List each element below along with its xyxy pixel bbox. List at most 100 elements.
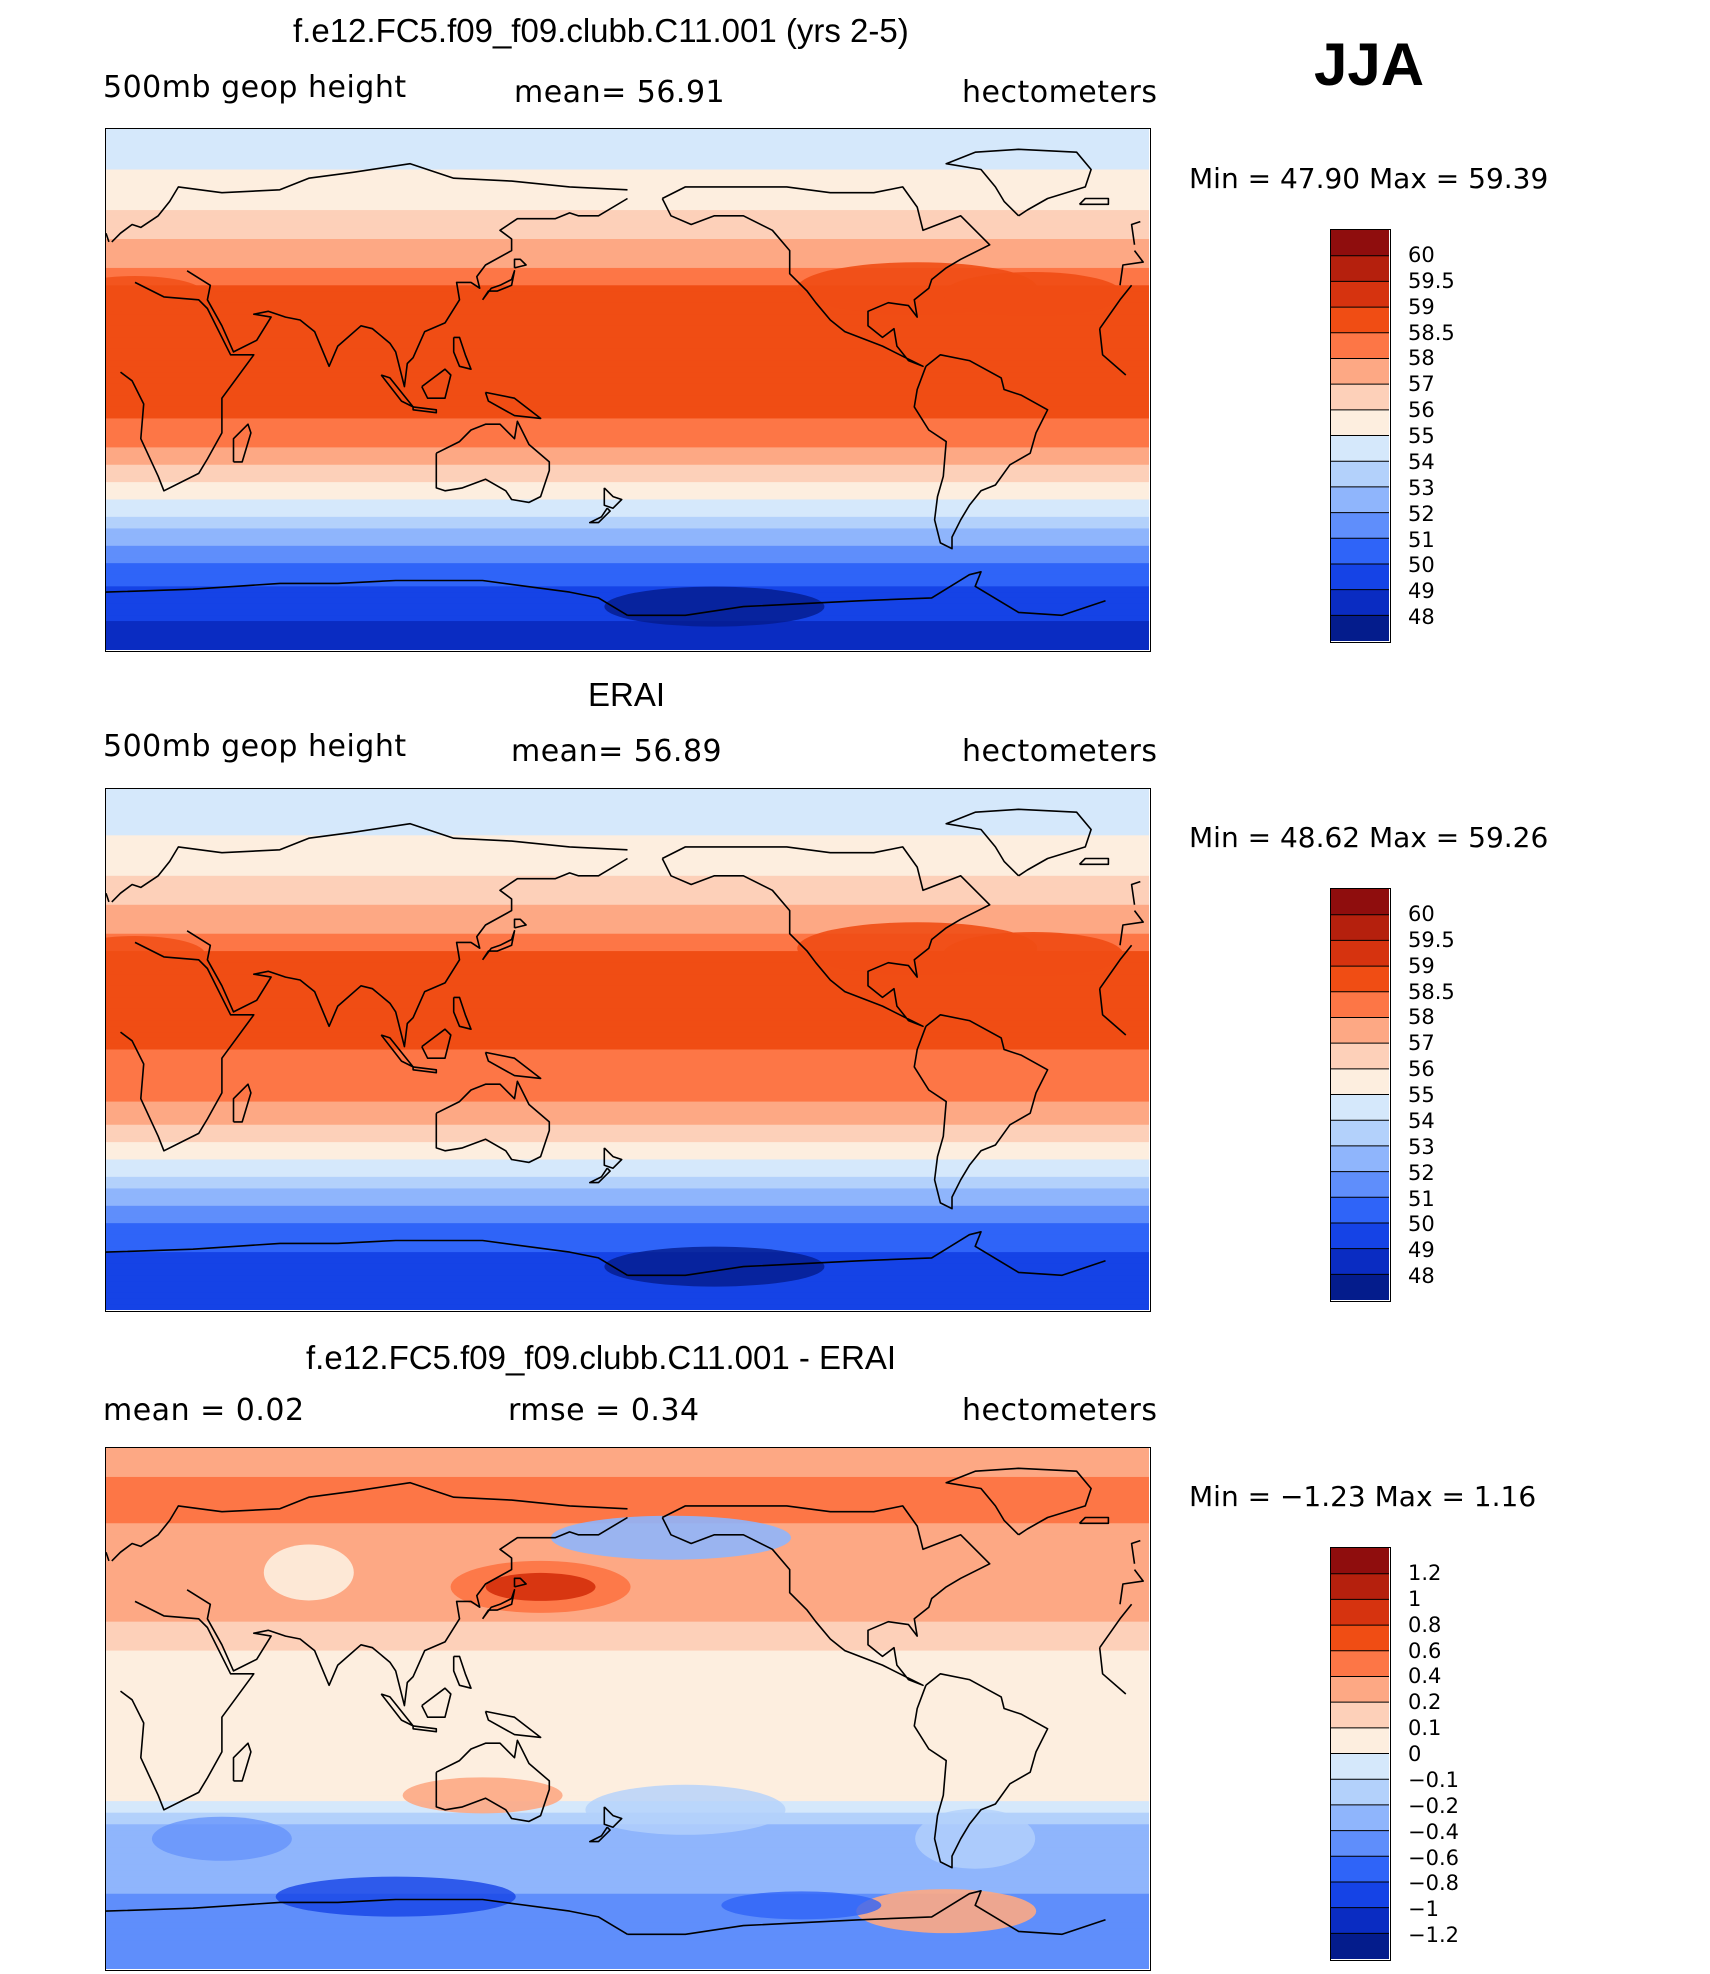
contour-band: [106, 1165, 1149, 1172]
colorbar-swatch: [1331, 1197, 1389, 1224]
contour-band: [106, 1240, 1149, 1247]
coastline: [421, 1687, 452, 1718]
contour-band: [106, 1026, 1149, 1033]
contour-band: [106, 945, 1149, 952]
contour-band: [106, 406, 1149, 414]
contour-band: [106, 1708, 1149, 1715]
contour-band: [106, 424, 1149, 431]
contour-band: [106, 192, 1149, 200]
contour-band: [106, 1043, 1149, 1051]
coastline: [412, 406, 438, 414]
coastline: [913, 1014, 1049, 1210]
contour-band: [106, 1667, 1149, 1675]
contour-band: [106, 447, 1149, 454]
coastline: [452, 1655, 472, 1689]
contour-band: [106, 1200, 1149, 1207]
colorbar-swatch: [1331, 1625, 1389, 1652]
contour-band: [106, 997, 1149, 1004]
colorbar-swatch: [1331, 1248, 1389, 1275]
contour-band: [106, 377, 1149, 385]
coastline: [106, 880, 1141, 905]
contour-band: [106, 1696, 1149, 1704]
contour-band: [106, 175, 1149, 182]
contour-band: [106, 458, 1149, 466]
contour-band: [106, 1940, 1149, 1947]
contour-band: [106, 348, 1149, 356]
contour-band: [106, 1500, 1149, 1507]
contour-blob: [943, 931, 1124, 976]
panel-model-units: hectometers: [962, 75, 1158, 110]
contour-band: [106, 1482, 1149, 1490]
contour-band: [106, 152, 1149, 159]
contour-band: [106, 372, 1149, 379]
contour-band: [106, 453, 1149, 460]
contour-blob: [106, 275, 205, 312]
contour-band: [106, 904, 1149, 912]
contour-band: [106, 835, 1149, 842]
contour-band: [106, 875, 1149, 883]
contour-band: [106, 1870, 1149, 1877]
colorbar-tick-label: 51: [1408, 1186, 1435, 1211]
contour-band: [106, 1494, 1149, 1501]
colorbar-swatch: [1331, 1676, 1389, 1703]
coastline: [111, 822, 1144, 946]
colorbar-tick-label: 56: [1408, 398, 1435, 423]
panel-obs-colorbar: [1330, 888, 1391, 1302]
contour-band: [106, 626, 1149, 634]
contour-band: [106, 916, 1149, 923]
contour-band: [106, 817, 1149, 825]
colorbar-swatch: [1331, 384, 1389, 411]
contour-band: [106, 1124, 1149, 1132]
contour-band: [106, 1859, 1149, 1866]
contour-band: [106, 1304, 1149, 1310]
contour-band: [106, 140, 1149, 147]
contour-band: [106, 644, 1149, 650]
panel-obs-mean: mean= 56.89: [511, 734, 723, 769]
coastline: [106, 579, 628, 616]
coastline: [603, 487, 623, 509]
colorbar-swatch: [1331, 1222, 1389, 1250]
contour-band: [106, 418, 1149, 425]
contour-band: [106, 812, 1149, 819]
contour-band: [106, 291, 1149, 298]
contour-band: [106, 1090, 1149, 1097]
coastline: [111, 1481, 1144, 1605]
colorbar-tick-label: 59: [1408, 953, 1435, 978]
contour-band: [106, 1569, 1149, 1576]
contour-band: [106, 273, 1149, 281]
colorbar-swatch: [1331, 1171, 1389, 1198]
colorbar-swatch: [1331, 966, 1389, 993]
colorbar-swatch: [1331, 281, 1389, 308]
coastline: [913, 1673, 1049, 1869]
contour-band: [106, 435, 1149, 443]
contour-band: [106, 1095, 1149, 1103]
contour-band: [106, 1847, 1149, 1854]
contour-band: [106, 985, 1149, 993]
contour-band: [106, 1731, 1149, 1739]
colorbar-tick-label: 53: [1408, 1134, 1435, 1159]
contour-band: [106, 511, 1149, 518]
contour-blob: [106, 935, 205, 972]
colorbar-swatch: [1331, 358, 1389, 385]
contour-band: [106, 898, 1149, 906]
contour-band: [106, 267, 1149, 275]
contour-band: [106, 1118, 1149, 1126]
contour-band: [106, 794, 1149, 802]
contour-band: [106, 1777, 1149, 1785]
colorbar-tick-label: 50: [1408, 553, 1435, 578]
contour-band: [106, 528, 1149, 535]
contour-band: [106, 1465, 1149, 1472]
contour-band: [106, 1615, 1149, 1623]
contour-band: [106, 962, 1149, 970]
contour-band: [106, 1945, 1149, 1953]
contour-band: [106, 233, 1149, 240]
contour-band: [106, 1737, 1149, 1744]
contour-band: [106, 1841, 1149, 1849]
coastline: [589, 1826, 611, 1843]
contour-band: [106, 1228, 1149, 1236]
coastline: [661, 1505, 991, 1687]
contour-band: [106, 476, 1149, 483]
panel-obs-units: hectometers: [962, 734, 1158, 769]
contour-band: [106, 1893, 1149, 1901]
contour-band: [106, 1147, 1149, 1155]
